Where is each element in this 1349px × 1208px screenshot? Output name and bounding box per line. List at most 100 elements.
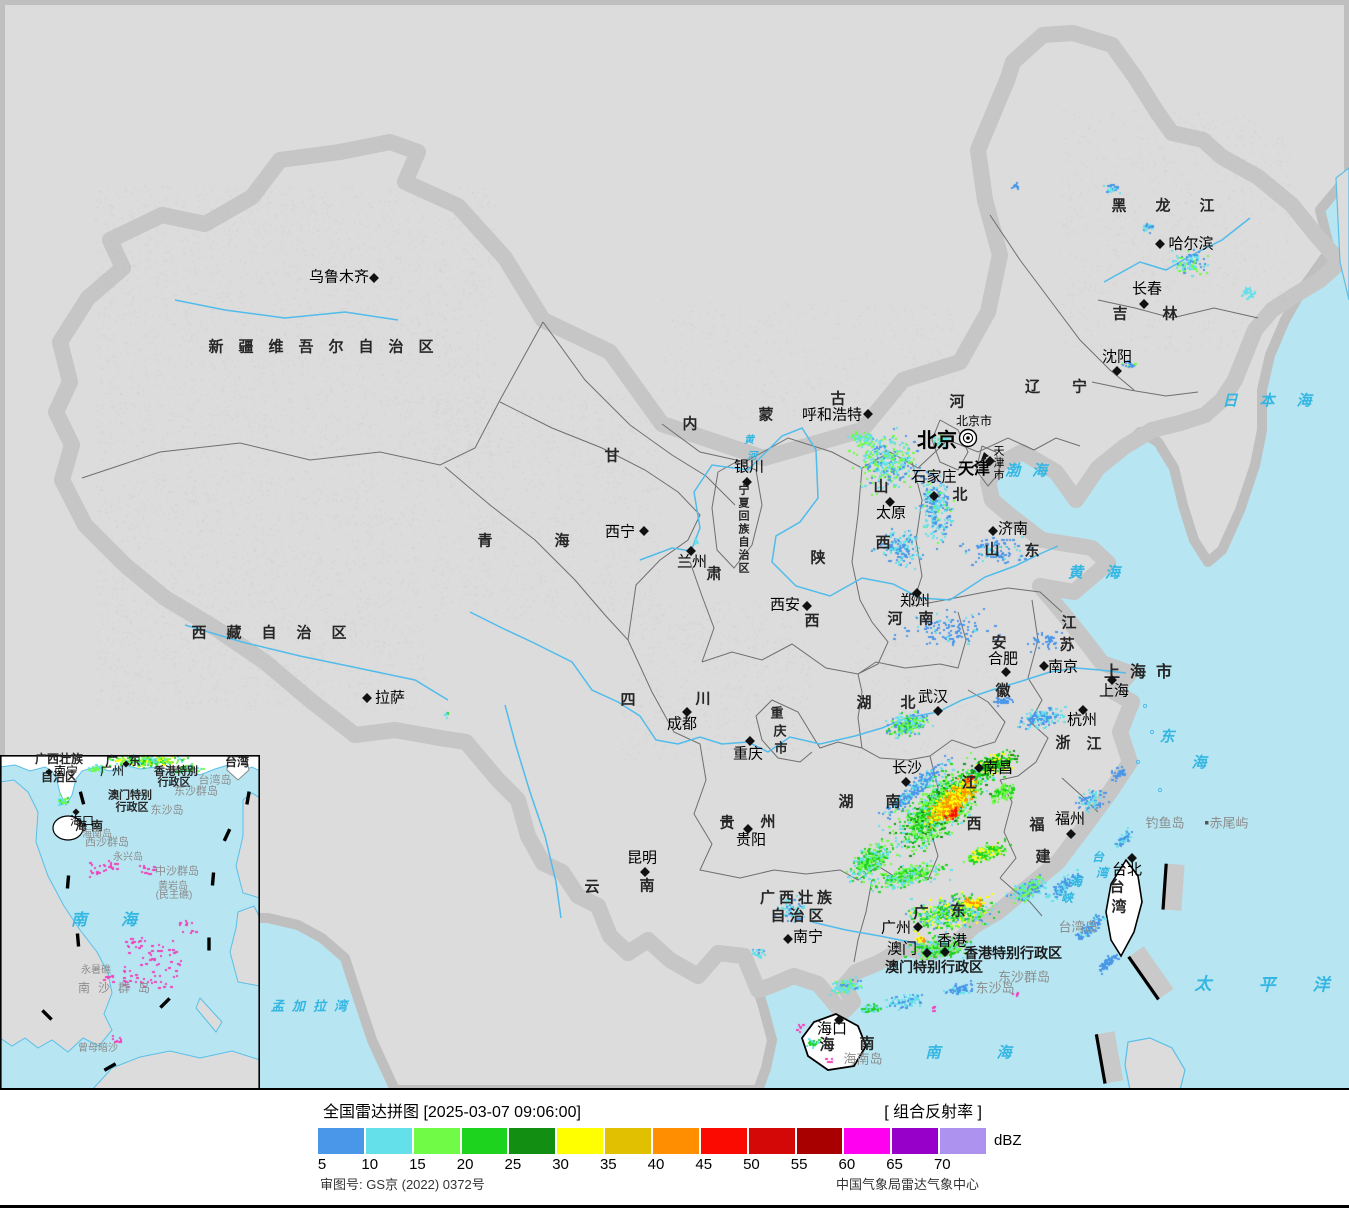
- province-label: 蒙: [758, 406, 774, 424]
- province-label: 庆: [773, 723, 787, 739]
- city-label: 贵阳: [735, 831, 767, 849]
- city-label: 长春: [1131, 280, 1163, 298]
- legend-color-cell: [557, 1128, 604, 1154]
- province-label: 南: [918, 610, 934, 628]
- city-marker: [901, 777, 911, 787]
- tianjin-municipality-label: 天: [993, 445, 1005, 458]
- province-label: 湾: [1111, 898, 1127, 916]
- city-label: 海口: [816, 1020, 848, 1038]
- inset-island-label: 台湾岛: [198, 774, 232, 787]
- city-marker: [863, 409, 873, 419]
- city-label: 济南: [997, 520, 1029, 538]
- legend-color-cell: [413, 1128, 460, 1154]
- city-label: 南京: [1047, 658, 1079, 676]
- inset-island-label: 中沙群岛: [155, 865, 199, 878]
- province-label: 陕: [810, 549, 826, 567]
- china-radar-map[interactable]: 黑龙江 吉林 辽宁内蒙古新疆维吾尔自治区 西藏自治区青海甘肃宁夏回族自治区陕西山西河北…: [0, 0, 1349, 1090]
- city-label: 福州: [1054, 810, 1086, 828]
- city-marker: [913, 922, 923, 932]
- province-label: 回: [738, 510, 750, 523]
- city-label: 哈尔滨: [1168, 235, 1214, 253]
- sar-label: 澳门特别行政区: [885, 959, 983, 975]
- legend-tick: 20: [456, 1156, 474, 1173]
- city-marker: [745, 736, 755, 746]
- city-label: 上海: [1098, 682, 1130, 700]
- sea-label: 日本海: [1222, 392, 1334, 410]
- province-label: 安: [991, 634, 1007, 652]
- island-label: 台湾岛: [1058, 919, 1098, 935]
- city-marker: [922, 948, 932, 958]
- province-label: 州: [760, 813, 776, 831]
- province-label: 上海市: [1103, 664, 1183, 681]
- city-label: 成都: [666, 715, 698, 733]
- province-label: 贵: [719, 814, 735, 832]
- inset-prov-label: 行政区: [115, 801, 149, 814]
- legend-tick: 5: [317, 1156, 327, 1173]
- legend-color-cell: [700, 1128, 747, 1154]
- legend-tick: 50: [743, 1156, 760, 1173]
- province-label: 甘: [604, 447, 620, 465]
- province-label: 新疆维吾尔自治区: [208, 338, 449, 356]
- sea-label: 太: [1194, 974, 1212, 994]
- sea-label: 洋: [1312, 975, 1330, 995]
- legend-tick: 40: [647, 1156, 665, 1173]
- legend-color-cell: [365, 1128, 412, 1154]
- sea-label: 黄: [744, 435, 754, 446]
- province-label: 台: [1109, 878, 1125, 896]
- legend-color-cell: [461, 1128, 508, 1154]
- inset-island-label: (民主礁): [155, 890, 193, 901]
- province-label: 族: [738, 523, 750, 536]
- inset-prov-label: 台湾: [224, 755, 250, 769]
- city-label: 昆明: [626, 849, 658, 867]
- province-label: 河: [887, 610, 903, 628]
- province-label: 西: [966, 815, 982, 833]
- province-label: 西藏自治区: [191, 624, 367, 642]
- city-label: 郑州: [899, 592, 931, 610]
- legend-color-cell: [509, 1128, 556, 1154]
- province-label: 山: [984, 541, 1000, 559]
- map-bottom-divider: [0, 1088, 1349, 1090]
- city-label: 武汉: [917, 688, 949, 706]
- bottom-frame-line: [0, 1205, 1349, 1208]
- inset-island-label: 永兴岛: [113, 852, 143, 863]
- tianjin-label: 天津: [957, 461, 991, 478]
- island-label: 海南岛: [843, 1051, 883, 1067]
- sea-label: 台: [1091, 850, 1105, 864]
- sea-label: 平: [1258, 975, 1276, 995]
- province-label: 内: [682, 415, 698, 433]
- legend-tick: 70: [933, 1156, 951, 1173]
- city-marker: [802, 601, 812, 611]
- province-label: 东: [1024, 542, 1040, 560]
- legend-tick: 30: [552, 1156, 569, 1173]
- city-marker: [988, 526, 998, 536]
- island-label: 赤尾屿: [1209, 815, 1249, 831]
- city-marker: [929, 491, 939, 501]
- city-label: 拉萨: [374, 689, 406, 707]
- sea-label: 海: [996, 1044, 1012, 1062]
- inset-island-label: 海南岛: [82, 829, 112, 840]
- city-label: 长沙: [891, 759, 923, 777]
- sea-label: 峡: [1060, 891, 1074, 905]
- inset-sea-label: 南海: [70, 912, 172, 929]
- province-label: 徽: [995, 682, 1011, 700]
- city-label: 乌鲁木齐: [308, 268, 370, 286]
- inset-echo-layer: [0, 0, 1349, 1090]
- legend-tick: 10: [361, 1156, 379, 1173]
- legend-color-cell: [653, 1128, 699, 1154]
- inset-city-label: 南宁: [53, 764, 79, 778]
- colorbar: [318, 1128, 987, 1154]
- sea-label: 海: [1069, 875, 1083, 889]
- legend-tick: 35: [599, 1156, 617, 1173]
- inset-prov-label: 澳门特别: [108, 789, 152, 802]
- city-label: 呼和浩特: [801, 406, 863, 424]
- sea-label: 南: [925, 1044, 941, 1062]
- sea-label: 渤海: [1004, 462, 1060, 480]
- legend-tick: 15: [409, 1156, 426, 1173]
- province-label: 福: [1029, 816, 1045, 834]
- city-label: 太原: [875, 504, 907, 522]
- legend-unit: dBZ: [994, 1132, 1022, 1149]
- city-marker: [783, 934, 793, 944]
- legend-tick: 25: [504, 1156, 522, 1173]
- map-labels: 黑龙江 吉林 辽宁内蒙古新疆维吾尔自治区 西藏自治区青海甘肃宁夏回族自治区陕西山西河北…: [35, 199, 1334, 1067]
